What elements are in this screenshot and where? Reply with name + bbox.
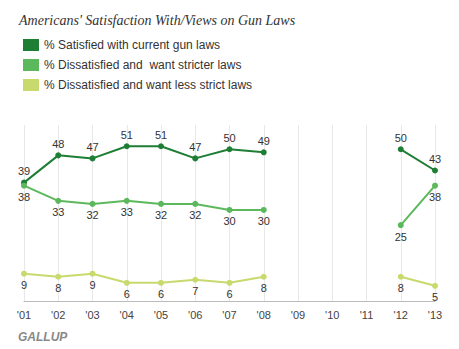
- svg-text:'10: '10: [325, 309, 339, 321]
- svg-text:30: 30: [223, 215, 235, 227]
- svg-text:9: 9: [21, 279, 27, 291]
- svg-text:38: 38: [429, 191, 441, 203]
- svg-text:% Dissatisfied and want less s: % Dissatisfied and want less strict laws: [44, 78, 252, 92]
- svg-text:5: 5: [432, 291, 438, 303]
- svg-text:'07: '07: [222, 309, 236, 321]
- svg-text:33: 33: [52, 206, 64, 218]
- svg-text:'06: '06: [188, 309, 202, 321]
- svg-text:30: 30: [258, 215, 270, 227]
- svg-text:9: 9: [89, 279, 95, 291]
- svg-text:% Dissatisfied and want stric: % Dissatisfied and want stricter laws: [44, 58, 241, 72]
- svg-text:'04: '04: [120, 309, 134, 321]
- svg-text:'05: '05: [154, 309, 168, 321]
- svg-text:48: 48: [52, 138, 64, 150]
- svg-text:'02: '02: [51, 309, 65, 321]
- svg-text:32: 32: [86, 209, 98, 221]
- svg-text:'13: '13: [428, 309, 442, 321]
- svg-text:33: 33: [121, 206, 133, 218]
- svg-text:32: 32: [189, 209, 201, 221]
- svg-text:8: 8: [55, 282, 61, 294]
- svg-text:38: 38: [18, 191, 30, 203]
- svg-text:51: 51: [155, 129, 167, 141]
- svg-text:47: 47: [86, 141, 98, 153]
- svg-text:8: 8: [398, 282, 404, 294]
- svg-text:'01: '01: [17, 309, 31, 321]
- svg-text:'09: '09: [291, 309, 305, 321]
- svg-text:51: 51: [121, 129, 133, 141]
- svg-text:% Satisfied with current gun l: % Satisfied with current gun laws: [44, 38, 220, 52]
- svg-text:'11: '11: [360, 309, 374, 321]
- svg-text:6: 6: [124, 288, 130, 300]
- svg-text:GALLUP: GALLUP: [18, 330, 68, 344]
- svg-text:25: 25: [395, 231, 407, 243]
- svg-text:50: 50: [395, 132, 407, 144]
- svg-text:32: 32: [155, 209, 167, 221]
- svg-text:Americans' Satisfaction With/V: Americans' Satisfaction With/Views on Gu…: [18, 13, 296, 28]
- svg-text:8: 8: [261, 282, 267, 294]
- svg-text:6: 6: [158, 288, 164, 300]
- svg-text:7: 7: [192, 285, 198, 297]
- svg-text:'12: '12: [394, 309, 408, 321]
- svg-text:6: 6: [226, 288, 232, 300]
- svg-text:47: 47: [189, 141, 201, 153]
- svg-text:39: 39: [18, 165, 30, 177]
- svg-text:49: 49: [258, 135, 270, 147]
- svg-text:50: 50: [223, 132, 235, 144]
- svg-text:'08: '08: [257, 309, 271, 321]
- svg-text:43: 43: [429, 153, 441, 165]
- svg-text:'03: '03: [85, 309, 99, 321]
